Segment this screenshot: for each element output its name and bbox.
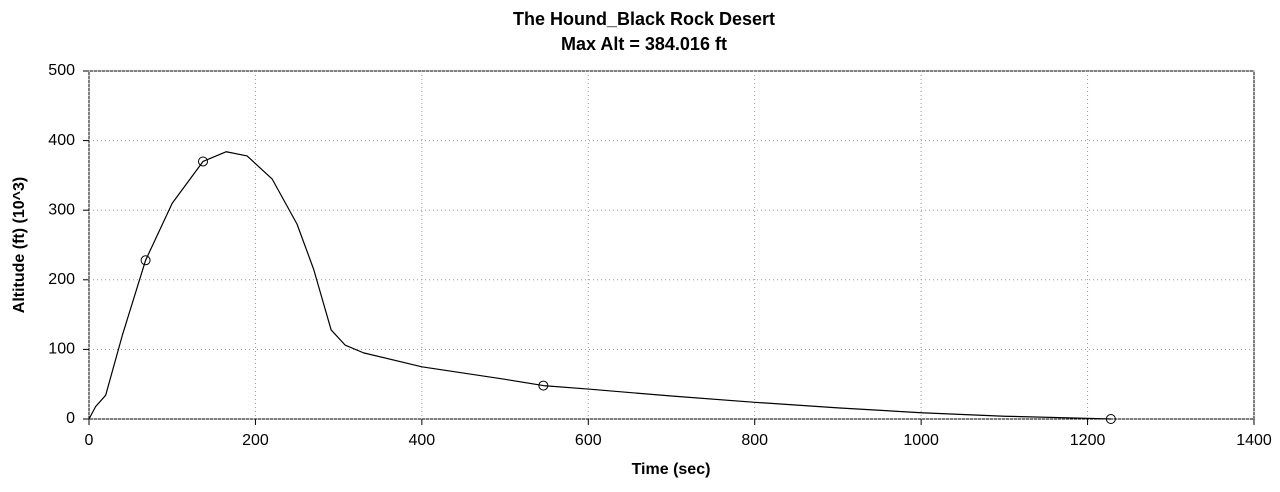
chart-title: The Hound_Black Rock Desert [513, 9, 775, 29]
marker [538, 380, 549, 391]
marker [198, 156, 209, 167]
y-tick-label: 0 [66, 410, 75, 427]
x-tick-label: 1000 [903, 432, 939, 449]
x-tick-label: 1400 [1236, 432, 1272, 449]
chart-subtitle: Max Alt = 384.016 ft [561, 34, 727, 54]
x-tick-label: 1200 [1070, 432, 1106, 449]
marker [1105, 414, 1116, 424]
y-tick-label: 200 [48, 271, 75, 288]
x-tick-label: 0 [85, 432, 94, 449]
line [88, 151, 1111, 420]
y-tick-label: 400 [48, 132, 75, 149]
x-tick-label: 200 [242, 432, 269, 449]
plot-frame [88, 70, 1255, 420]
x-tick-label: 600 [575, 432, 602, 449]
y-tick-label: 100 [48, 341, 75, 358]
y-tick-label: 500 [48, 62, 75, 79]
y-axis-label: Altitude (ft) (10^3) [11, 177, 28, 313]
x-axis-label: Time (sec) [632, 461, 711, 478]
y-tick-label: 300 [48, 201, 75, 218]
marker [140, 255, 151, 266]
x-tick-label: 800 [741, 432, 768, 449]
x-tick-label: 400 [409, 432, 436, 449]
